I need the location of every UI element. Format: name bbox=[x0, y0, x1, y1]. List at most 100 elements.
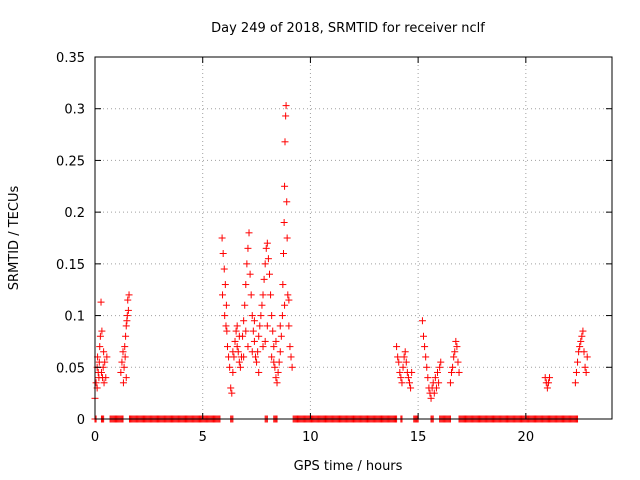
data-point bbox=[402, 358, 410, 366]
data-point bbox=[407, 384, 415, 392]
y-tick-label: 0.3 bbox=[64, 103, 85, 118]
data-point bbox=[427, 394, 435, 402]
data-point bbox=[233, 343, 241, 351]
y-tick-label: 0.35 bbox=[56, 51, 85, 66]
data-point bbox=[267, 291, 275, 299]
y-tick-label: 0.1 bbox=[64, 310, 85, 325]
data-point bbox=[124, 296, 132, 304]
data-point bbox=[287, 353, 295, 361]
data-point bbox=[448, 368, 456, 376]
data-point bbox=[434, 368, 442, 376]
data-point bbox=[100, 379, 108, 387]
data-point bbox=[242, 281, 250, 289]
data-point bbox=[288, 363, 296, 371]
data-point bbox=[576, 343, 584, 351]
data-point bbox=[401, 348, 409, 356]
data-point bbox=[121, 353, 129, 361]
data-point bbox=[268, 312, 276, 320]
data-point bbox=[424, 374, 432, 382]
data-point bbox=[223, 343, 231, 351]
data-point bbox=[95, 374, 103, 382]
data-point bbox=[261, 260, 269, 268]
data-point bbox=[246, 270, 254, 278]
y-tick-label: 0.25 bbox=[56, 154, 85, 169]
data-point bbox=[218, 234, 226, 242]
data-point bbox=[122, 332, 130, 340]
data-point bbox=[221, 312, 229, 320]
x-tick-label: 20 bbox=[518, 430, 535, 445]
data-point bbox=[244, 343, 252, 351]
data-point bbox=[279, 250, 287, 258]
data-point bbox=[102, 374, 110, 382]
data-point bbox=[232, 327, 240, 335]
data-point bbox=[240, 317, 248, 325]
data-point bbox=[230, 353, 238, 361]
data-point bbox=[219, 250, 227, 258]
data-point bbox=[423, 363, 431, 371]
data-point bbox=[422, 353, 430, 361]
data-point bbox=[235, 358, 243, 366]
data-point bbox=[244, 244, 252, 252]
data-point bbox=[264, 255, 272, 263]
data-point bbox=[273, 379, 281, 387]
data-point bbox=[578, 332, 586, 340]
data-point bbox=[97, 298, 105, 306]
y-tick-label: 0.2 bbox=[64, 206, 85, 221]
data-point bbox=[281, 182, 289, 190]
data-point bbox=[581, 363, 589, 371]
data-point bbox=[544, 379, 552, 387]
data-point bbox=[243, 260, 251, 268]
data-point bbox=[271, 363, 279, 371]
data-point bbox=[253, 358, 261, 366]
data-point bbox=[276, 322, 284, 330]
data-point bbox=[451, 348, 459, 356]
data-point bbox=[285, 296, 293, 304]
data-point bbox=[122, 374, 130, 382]
data-point bbox=[282, 102, 290, 110]
data-point bbox=[282, 112, 290, 120]
data-point bbox=[250, 317, 258, 325]
data-point bbox=[248, 348, 256, 356]
data-point bbox=[418, 317, 426, 325]
data-point bbox=[276, 348, 284, 356]
data-point bbox=[226, 363, 234, 371]
data-point bbox=[436, 363, 444, 371]
data-point bbox=[406, 379, 414, 387]
data-point bbox=[259, 291, 267, 299]
data-point bbox=[430, 389, 438, 397]
chart-title: Day 249 of 2018, SRMTID for receiver ncl… bbox=[211, 21, 485, 36]
data-point bbox=[450, 353, 458, 361]
data-point bbox=[281, 301, 289, 309]
data-point bbox=[270, 343, 278, 351]
data-point bbox=[240, 353, 248, 361]
data-point bbox=[283, 234, 291, 242]
data-point bbox=[272, 337, 280, 345]
data-point bbox=[265, 270, 273, 278]
data-point bbox=[435, 379, 443, 387]
y-tick-label: 0 bbox=[77, 413, 85, 428]
data-point bbox=[270, 358, 278, 366]
data-point bbox=[400, 353, 408, 361]
data-point bbox=[395, 358, 403, 366]
data-point bbox=[248, 312, 256, 320]
data-point bbox=[96, 343, 104, 351]
data-point bbox=[228, 389, 236, 397]
data-point bbox=[96, 332, 104, 340]
data-point bbox=[125, 291, 133, 299]
data-point bbox=[281, 138, 289, 146]
data-point bbox=[247, 291, 255, 299]
data-point bbox=[124, 306, 132, 314]
data-point bbox=[263, 239, 271, 247]
data-point bbox=[437, 358, 445, 366]
data-point bbox=[220, 265, 228, 273]
data-point bbox=[255, 368, 263, 376]
data-point bbox=[399, 363, 407, 371]
data-point bbox=[571, 379, 579, 387]
data-point bbox=[229, 348, 237, 356]
data-point bbox=[404, 374, 412, 382]
data-point bbox=[272, 374, 280, 382]
data-point bbox=[446, 379, 454, 387]
data-point bbox=[231, 337, 239, 345]
data-point bbox=[222, 322, 230, 330]
